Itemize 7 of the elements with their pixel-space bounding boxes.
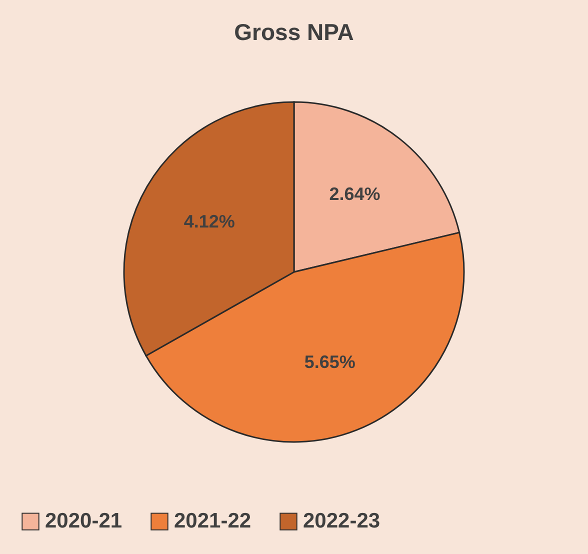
data-label: 5.65% <box>304 352 356 372</box>
legend-label: 2020-21 <box>45 510 122 533</box>
data-label: 4.12% <box>184 212 235 232</box>
data-label: 2.64% <box>329 184 380 204</box>
legend-label: 2021-22 <box>174 510 252 533</box>
chart-title: Gross NPA <box>234 19 354 45</box>
legend-label: 2022-23 <box>303 510 380 533</box>
